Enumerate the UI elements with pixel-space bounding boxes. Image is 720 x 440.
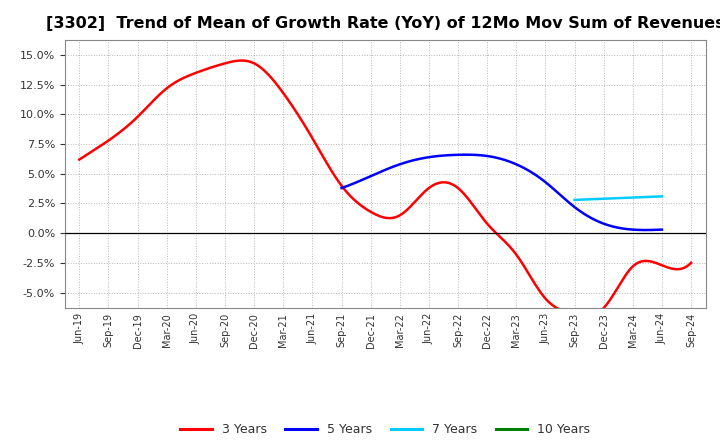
Title: [3302]  Trend of Mean of Growth Rate (YoY) of 12Mo Mov Sum of Revenues: [3302] Trend of Mean of Growth Rate (YoY… [46,16,720,32]
Legend: 3 Years, 5 Years, 7 Years, 10 Years: 3 Years, 5 Years, 7 Years, 10 Years [176,418,595,440]
